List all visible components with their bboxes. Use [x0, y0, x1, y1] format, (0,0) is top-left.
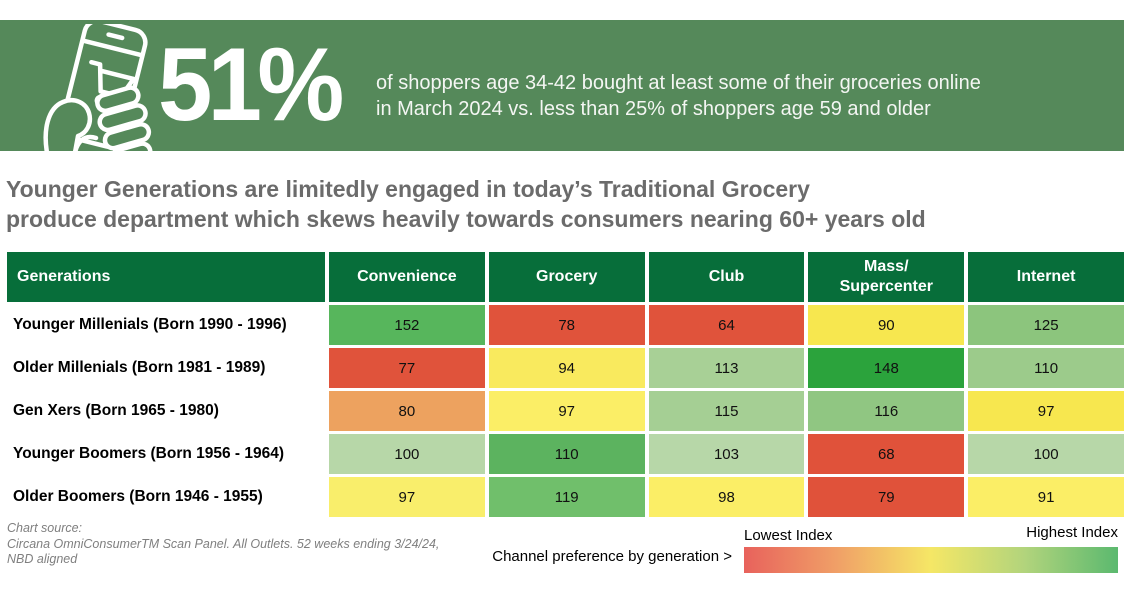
heatmap-cell: 125 — [968, 305, 1124, 345]
heatmap-cell: 68 — [808, 434, 965, 474]
heatmap-cell: 90 — [808, 305, 965, 345]
heatmap-cell: 103 — [648, 434, 805, 474]
heatmap-cell: 113 — [648, 348, 805, 388]
heatmap-cell: 97 — [968, 391, 1124, 431]
heatmap-cell: 64 — [648, 305, 805, 345]
heatmap-cell: 116 — [808, 391, 965, 431]
heatmap-cell: 91 — [968, 477, 1124, 517]
row-label: Older Millenials (Born 1981 - 1989) — [7, 348, 325, 388]
heatmap-cell: 97 — [329, 477, 485, 517]
heatmap-cell: 115 — [648, 391, 805, 431]
stat-description: of shoppers age 34-42 bought at least so… — [376, 72, 981, 120]
heatmap-cell: 94 — [488, 348, 645, 388]
row-label: Younger Millenials (Born 1990 - 1996) — [7, 305, 325, 345]
heatmap-cell: 79 — [808, 477, 965, 517]
heatmap-table: Generations Convenience Grocery Club Mas… — [7, 252, 1124, 517]
heatmap-cell: 148 — [808, 348, 965, 388]
column-header-internet: Internet — [968, 252, 1124, 302]
column-header-club: Club — [648, 252, 805, 302]
legend-highest-label: Highest Index — [1026, 524, 1118, 541]
column-header-grocery: Grocery — [488, 252, 645, 302]
heatmap-cell: 152 — [329, 305, 485, 345]
heatmap-cell: 97 — [488, 391, 645, 431]
heatmap-cell: 110 — [488, 434, 645, 474]
row-label: Gen Xers (Born 1965 - 1980) — [7, 391, 325, 431]
heatmap-cell: 78 — [488, 305, 645, 345]
page-title: Younger Generations are limitedly engage… — [6, 176, 926, 232]
stat-value: 51% — [158, 27, 344, 143]
hand-phone-shopping-cart-icon — [43, 24, 153, 151]
heatmap-cell: 80 — [329, 391, 485, 431]
legend-gradient-bar — [744, 547, 1118, 573]
chart-source-note: Chart source: Circana OmniConsumerTM Sca… — [7, 521, 440, 566]
legend-caption: Channel preference by generation > — [492, 548, 732, 565]
heatmap-cell: 100 — [968, 434, 1124, 474]
row-label: Younger Boomers (Born 1956 - 1964) — [7, 434, 325, 474]
heatmap-cell: 77 — [329, 348, 485, 388]
stat-banner: 51% of shoppers age 34-42 bought at leas… — [0, 20, 1124, 151]
heatmap-cell: 100 — [329, 434, 485, 474]
legend-lowest-label: Lowest Index — [744, 527, 833, 544]
row-label: Older Boomers (Born 1946 - 1955) — [7, 477, 325, 517]
heatmap-cell: 119 — [488, 477, 645, 517]
heatmap-cell: 98 — [648, 477, 805, 517]
heatmap-cell: 110 — [968, 348, 1124, 388]
column-header-convenience: Convenience — [329, 252, 485, 302]
column-header-generations: Generations — [7, 252, 325, 302]
column-header-mass-supercenter: Mass/ Supercenter — [808, 252, 965, 302]
